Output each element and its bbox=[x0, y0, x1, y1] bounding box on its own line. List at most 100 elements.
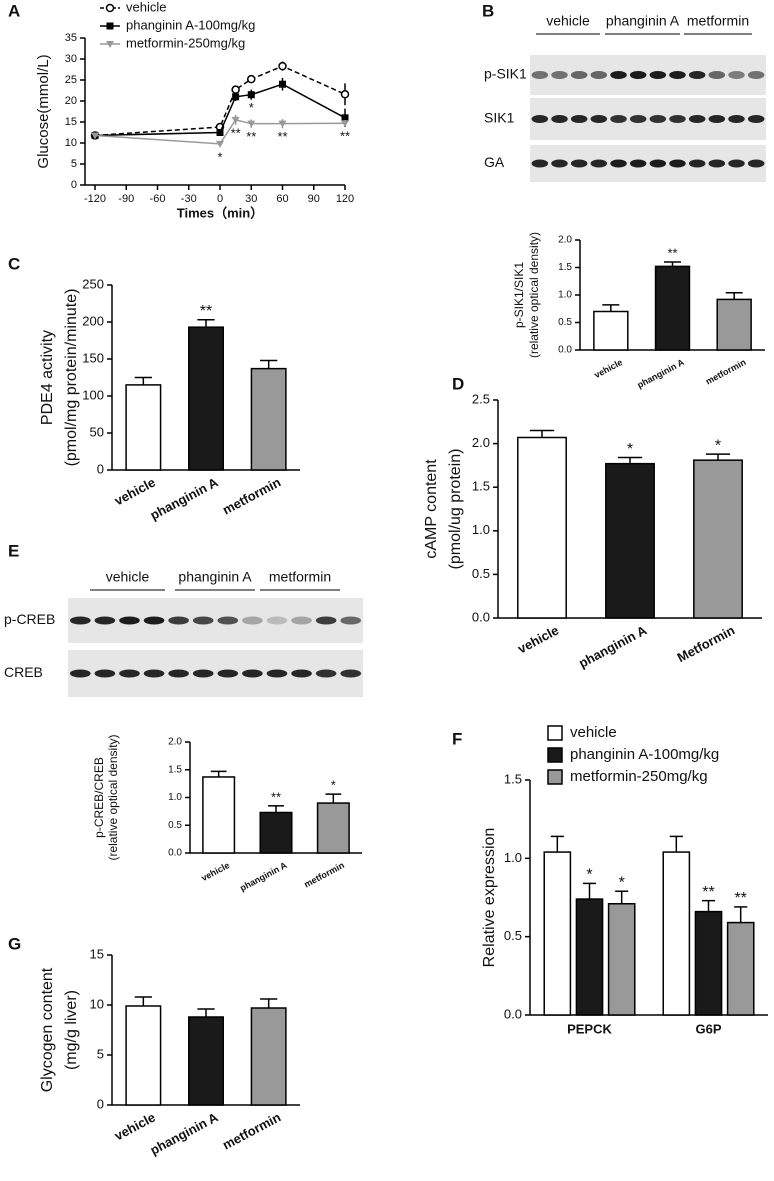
y-tick-label: 0.5 bbox=[558, 317, 572, 328]
bar bbox=[726, 921, 755, 1016]
blot-row-label: p-SIK1 bbox=[484, 66, 527, 82]
y-tick-label: 0 bbox=[97, 461, 104, 476]
panel-letter: C bbox=[8, 254, 20, 273]
y-axis-label: Relative expression bbox=[481, 828, 498, 968]
blot-band bbox=[551, 159, 568, 168]
y-tick-label: 10 bbox=[90, 996, 104, 1011]
x-tick-label: metformin bbox=[302, 860, 346, 889]
x-tick-label: -120 bbox=[84, 193, 106, 205]
blot-row-label: GA bbox=[484, 154, 505, 170]
y-tick-label: 1.0 bbox=[504, 850, 522, 865]
panel-letter: A bbox=[8, 1, 20, 20]
blot-band bbox=[728, 71, 745, 79]
y-tick-label: 2.0 bbox=[558, 235, 572, 246]
x-tick-label: 60 bbox=[276, 193, 288, 205]
blot-band bbox=[551, 71, 568, 79]
x-tick-label: vehicle bbox=[112, 474, 158, 508]
y-axis-label: p-CREB/CREB bbox=[92, 757, 106, 838]
blot-band bbox=[590, 159, 608, 168]
y-tick-label: 0.0 bbox=[168, 848, 182, 859]
x-tick-label: phanginin A bbox=[576, 622, 649, 671]
bar bbox=[654, 265, 691, 351]
x-tick-label: phanginin A bbox=[148, 474, 221, 523]
blot-row-label: p-CREB bbox=[4, 611, 55, 627]
y-tick-label: 1.0 bbox=[472, 522, 490, 537]
blot-group-label: metformin bbox=[269, 569, 331, 585]
blot-band bbox=[340, 616, 362, 625]
blot-strip bbox=[68, 650, 363, 697]
x-tick-label: vehicle bbox=[593, 357, 625, 380]
blot-band bbox=[688, 159, 706, 168]
blot-band bbox=[531, 159, 549, 168]
y-tick-label: 1.5 bbox=[168, 764, 182, 775]
blot-band bbox=[242, 669, 263, 678]
bar bbox=[316, 802, 350, 854]
y-tick-label: 0 bbox=[71, 179, 77, 191]
bar bbox=[125, 1005, 162, 1106]
y-axis-label: (relative optical density) bbox=[106, 734, 120, 860]
legend-label: phanginin A-100mg/kg bbox=[126, 17, 255, 32]
y-tick-label: 15 bbox=[90, 946, 104, 961]
blot-band bbox=[531, 71, 549, 79]
blot-strip bbox=[530, 55, 766, 95]
significance: * bbox=[715, 437, 721, 454]
blot-band bbox=[242, 616, 263, 625]
blot-row-label: CREB bbox=[4, 664, 43, 680]
data-point bbox=[278, 120, 287, 128]
blot-band bbox=[192, 669, 214, 678]
y-tick-label: 5 bbox=[97, 1046, 104, 1061]
panel-letter: B bbox=[482, 1, 494, 20]
y-tick-label: 200 bbox=[82, 313, 104, 328]
blot-band bbox=[649, 159, 667, 168]
y-tick-label: 100 bbox=[82, 387, 104, 402]
significance: ** bbox=[271, 789, 281, 804]
significance: ** bbox=[702, 884, 714, 901]
data-point bbox=[278, 61, 287, 71]
legend-label: metformin-250mg/kg bbox=[126, 35, 245, 50]
y-tick-label: 15 bbox=[65, 116, 77, 128]
y-tick-label: 10 bbox=[65, 137, 77, 149]
data-point bbox=[231, 116, 240, 124]
blot-band bbox=[143, 616, 165, 625]
x-tick-label: -30 bbox=[181, 193, 197, 205]
y-tick-label: 150 bbox=[82, 350, 104, 365]
data-point bbox=[216, 129, 224, 136]
blot-row-label: SIK1 bbox=[484, 110, 515, 126]
y-axis-label: (pmol/ug protein) bbox=[447, 449, 464, 570]
data-point bbox=[216, 140, 224, 148]
x-tick-label: G6P bbox=[695, 1021, 721, 1036]
blot-group-label: vehicle bbox=[106, 569, 150, 585]
blot-strip bbox=[530, 98, 766, 140]
bar bbox=[575, 898, 604, 1016]
blot-band bbox=[590, 115, 608, 123]
y-tick-label: 0.5 bbox=[472, 566, 490, 581]
x-tick-label: vehicle bbox=[112, 1109, 158, 1143]
blot-band bbox=[688, 115, 706, 123]
legend-label: vehicle bbox=[570, 724, 617, 741]
significance: ** bbox=[277, 129, 287, 144]
series-line bbox=[94, 83, 346, 137]
legend-swatch bbox=[547, 725, 563, 741]
blot-band bbox=[629, 71, 647, 79]
y-tick-label: 1.0 bbox=[168, 792, 182, 803]
blot-band bbox=[570, 159, 588, 168]
series-line bbox=[94, 119, 346, 145]
y-tick-label: 0.5 bbox=[168, 820, 182, 831]
x-axis-label: Times（min） bbox=[177, 205, 263, 220]
blot-band bbox=[669, 159, 686, 168]
y-tick-label: 1.5 bbox=[558, 262, 572, 273]
x-tick-label: phanginin A bbox=[238, 860, 289, 893]
blot-group-label: metformin bbox=[687, 13, 749, 29]
y-tick-label: 250 bbox=[82, 276, 104, 291]
x-tick-label: -90 bbox=[118, 193, 134, 205]
panel-letter: G bbox=[8, 934, 21, 953]
blot-band bbox=[168, 669, 189, 678]
legend-marker bbox=[106, 22, 114, 30]
blot-band bbox=[708, 159, 726, 168]
y-tick-label: 0.0 bbox=[558, 345, 572, 356]
blot-band bbox=[669, 71, 686, 79]
data-point bbox=[231, 85, 240, 94]
y-axis-label: (relative optical density) bbox=[527, 232, 541, 358]
significance: ** bbox=[734, 890, 746, 907]
